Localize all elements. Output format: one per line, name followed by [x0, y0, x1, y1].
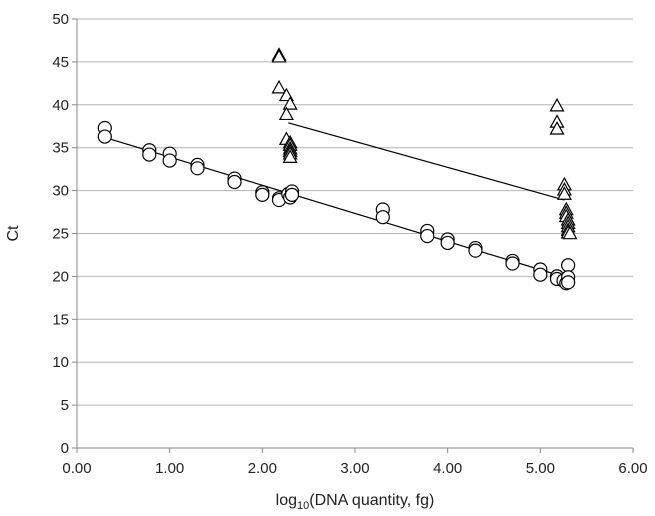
y-tick-label: 5 [61, 397, 69, 414]
x-tick-label: 5.00 [526, 460, 555, 477]
y-tick-label: 45 [52, 54, 69, 71]
grid-lines [77, 18, 633, 406]
data-point-circle [420, 228, 435, 244]
data-point-circle [284, 187, 300, 202]
x-tick-label: 0.00 [62, 460, 91, 477]
trendlines [104, 122, 569, 279]
y-tick-label: 35 [52, 140, 69, 157]
data-point-triangle [562, 225, 578, 240]
data-point-triangle [271, 49, 287, 63]
data-point-circle [162, 153, 177, 168]
y-tick-label: 20 [52, 268, 69, 285]
data-point-circle [440, 235, 455, 251]
x-axis-title-rest: (DNA quantity, fg) [309, 492, 434, 509]
data-point-circle [142, 147, 157, 162]
data-point-circle [561, 258, 576, 273]
y-tick-label: 25 [52, 226, 69, 243]
y-tick-label: 40 [52, 97, 69, 114]
y-tick-labels: 0 5 10 15 20 25 30 35 40 45 50 [52, 11, 69, 457]
data-points [97, 47, 578, 291]
data-point-triangle [278, 106, 294, 121]
data-point-triangle [549, 97, 565, 112]
x-tick-label: 1.00 [155, 460, 184, 477]
x-axis-title-subscript: 10 [297, 500, 309, 512]
axes [72, 18, 634, 453]
y-axis-title: Ct [5, 225, 22, 242]
x-tick-label: 2.00 [248, 460, 277, 477]
data-point-circle [255, 187, 270, 202]
y-tick-label: 10 [52, 354, 69, 371]
data-point-circle [375, 210, 390, 225]
y-tick-label: 15 [52, 311, 69, 328]
x-axis-title-log: log [276, 492, 297, 509]
y-tick-label: 50 [52, 11, 69, 28]
x-tick-label: 3.00 [340, 460, 369, 477]
x-axis-title: log10(DNA quantity, fg) [276, 492, 435, 512]
data-point-circle [561, 275, 576, 290]
y-tick-label: 30 [52, 183, 69, 200]
data-point-triangle [282, 96, 298, 110]
x-tick-label: 4.00 [433, 460, 462, 477]
data-point-circle [97, 129, 112, 144]
data-point-circle [533, 267, 548, 282]
data-point-circle [468, 243, 483, 258]
data-point-triangle [549, 121, 565, 135]
x-tick-label: 6.00 [618, 460, 647, 477]
data-point-circle [505, 256, 520, 271]
trendline-1 [104, 136, 569, 279]
x-tick-labels: 0.00 1.00 2.00 3.00 4.00 5.00 6.00 [62, 460, 647, 477]
trendline-2 [288, 122, 565, 201]
data-point-circle [227, 174, 242, 190]
data-point-triangle [282, 149, 298, 163]
data-point-triangle [271, 79, 287, 94]
y-tick-label: 0 [61, 440, 69, 457]
data-point-triangle [556, 186, 572, 200]
data-point-circle [190, 161, 205, 176]
